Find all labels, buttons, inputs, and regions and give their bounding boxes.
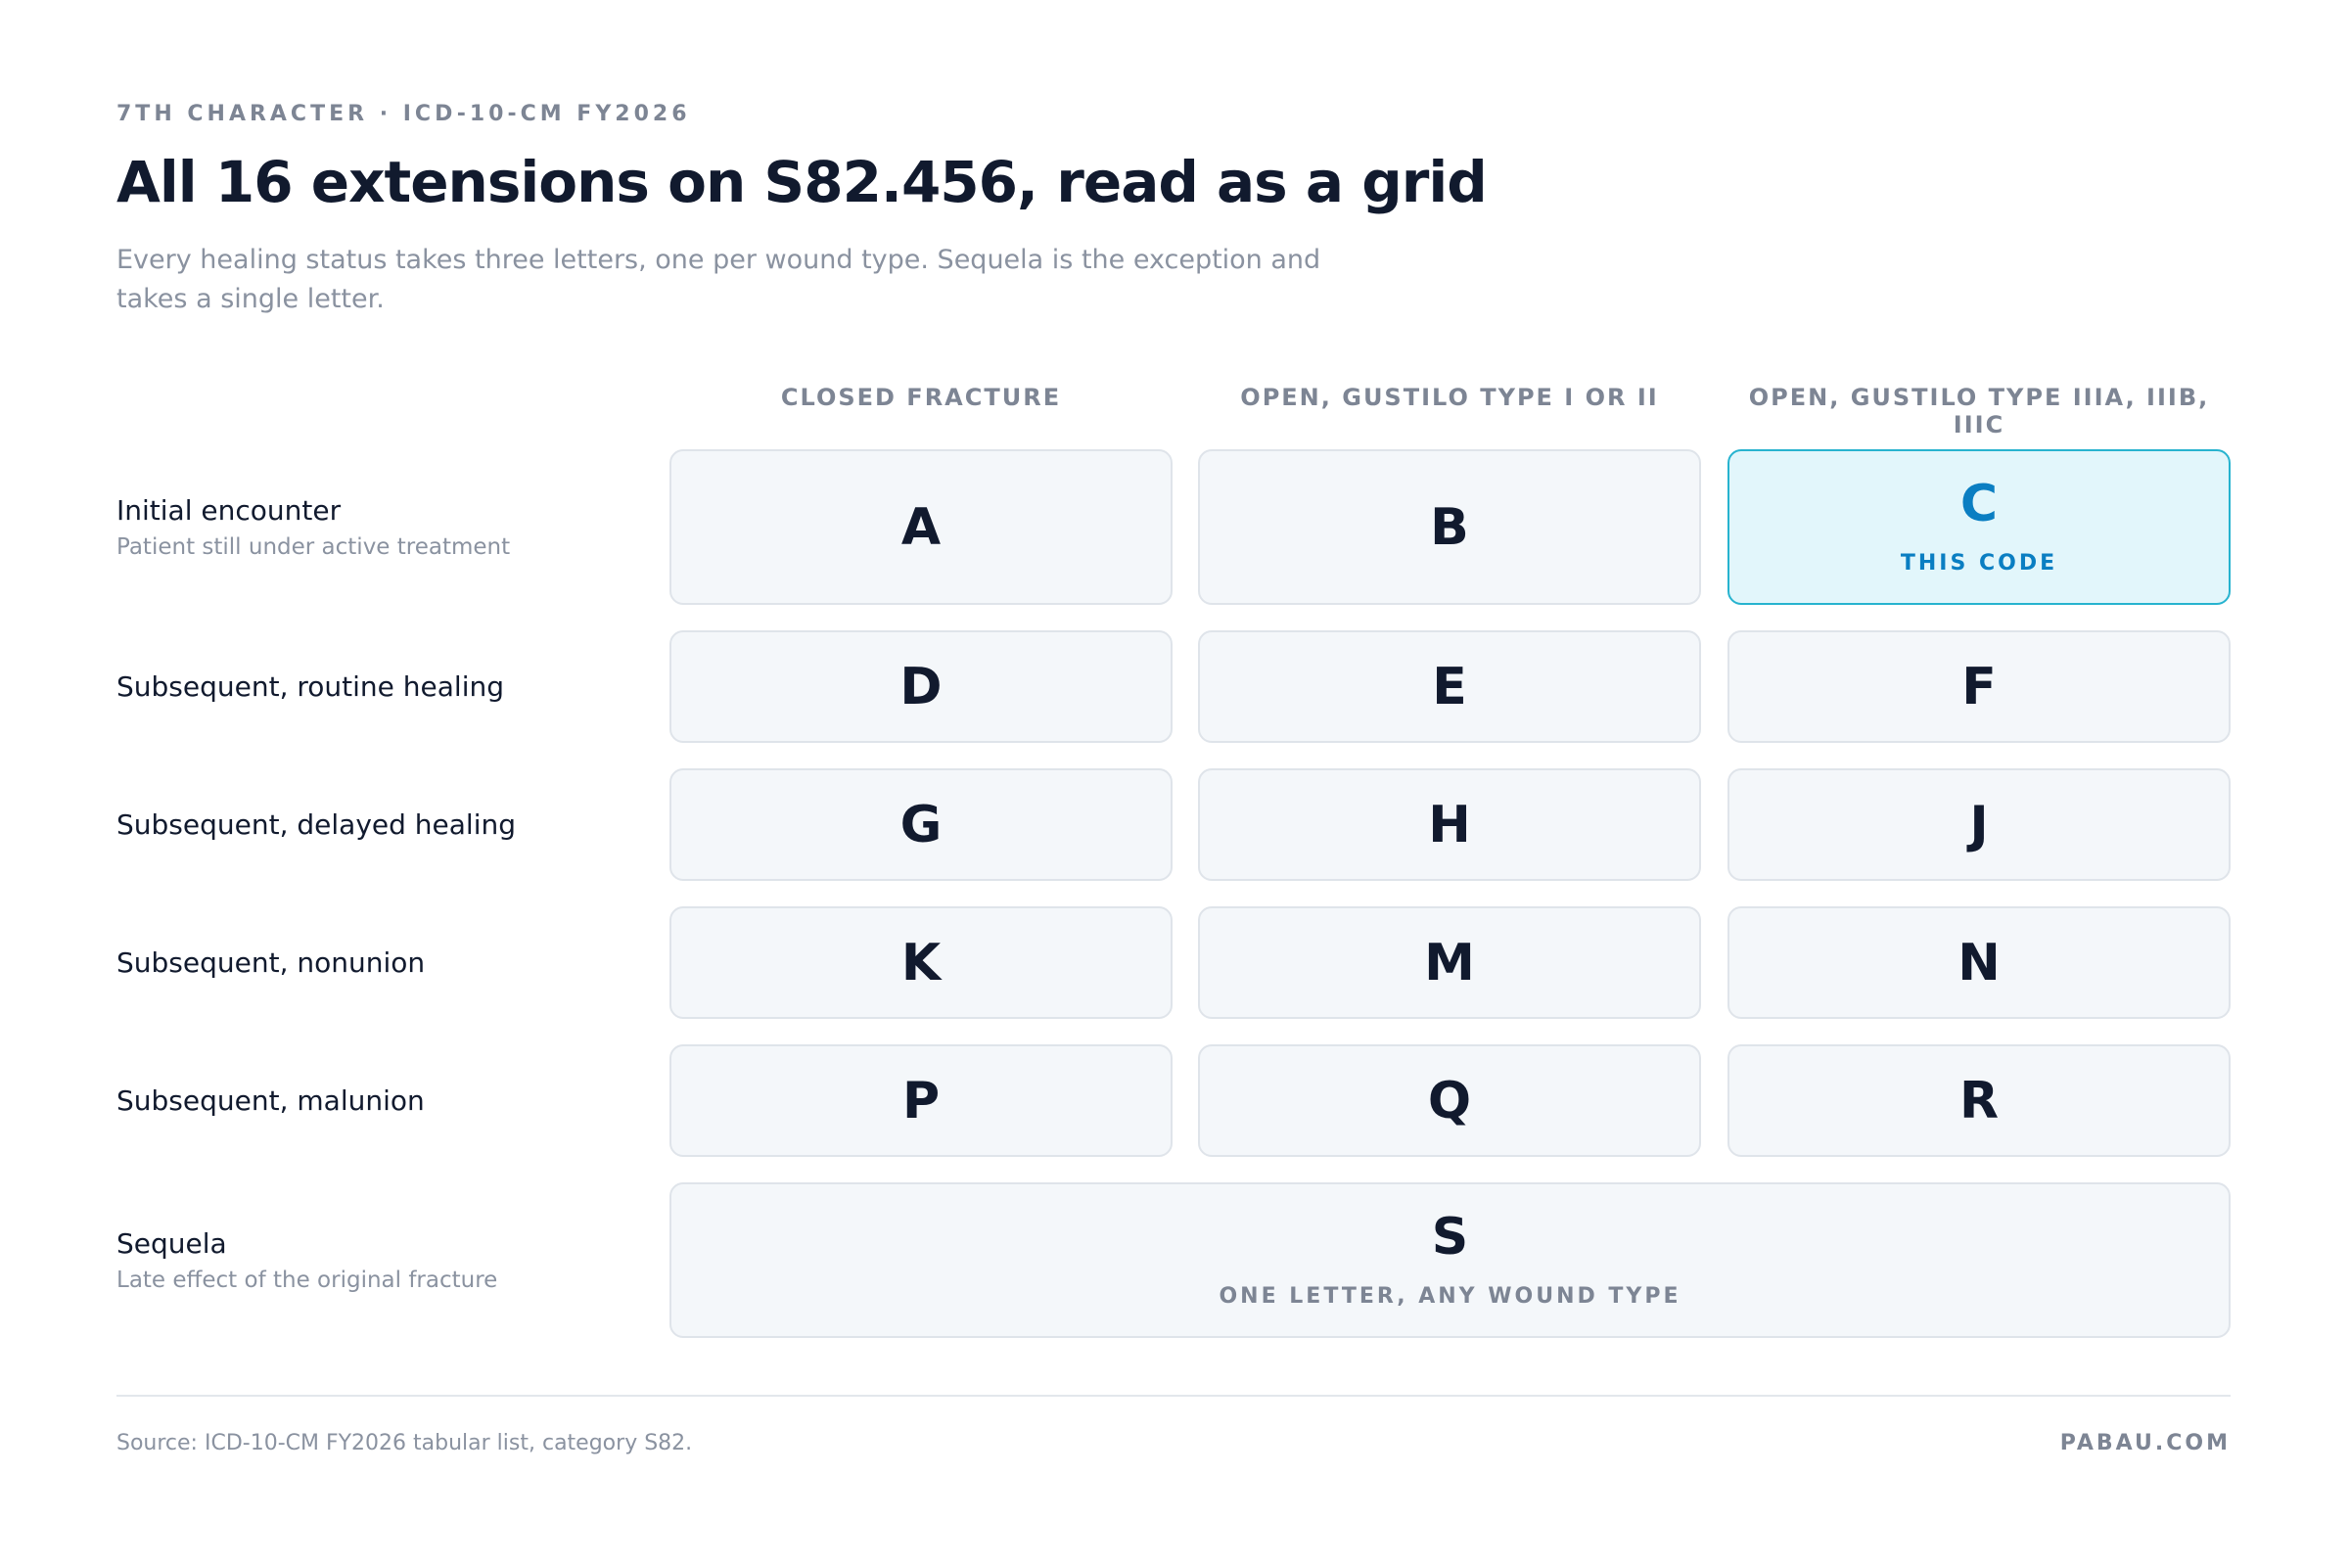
code-cell: E [1198,630,1701,743]
code-letter: M [1424,933,1475,992]
code-cell: R [1727,1044,2231,1157]
subtitle: Every healing status takes three letters… [116,245,1321,314]
code-tag: ONE LETTER, ANY WOUND TYPE [1219,1284,1681,1309]
code-letter: C [1959,475,1999,533]
code-letter: Q [1427,1071,1472,1130]
code-letter: D [899,657,943,716]
row-label-group: Subsequent, malunion [116,1044,425,1157]
row-label-group: Subsequent, routine healing [116,630,504,743]
row-label: Subsequent, delayed healing [116,808,516,841]
row-label-group: Initial encounter Patient still under act… [116,449,510,605]
code-cell: J [1727,768,2231,881]
code-cell: Q [1198,1044,1701,1157]
row-note: Late effect of the original fracture [116,1268,498,1293]
source: Source: ICD-10-CM FY2026 tabular list, c… [116,1431,693,1455]
row-label: Initial encounter [116,494,342,527]
code-letter: E [1432,657,1467,716]
code-letter: B [1430,497,1469,557]
code-letter: J [1969,795,1989,854]
code-letter: N [1958,933,2001,992]
code-cell: A [669,449,1173,605]
row-label-group: Subsequent, nonunion [116,906,425,1019]
code-cell: N [1727,906,2231,1019]
row-label-group: Subsequent, delayed healing [116,768,516,881]
row-label: Sequela [116,1227,227,1260]
code-letter: S [1431,1208,1469,1267]
code-cell: S ONE LETTER, ANY WOUND TYPE [669,1182,2231,1338]
eyebrow: 7TH CHARACTER · ICD-10-CM FY2026 [116,102,691,126]
code-cell: G [669,768,1173,881]
code-cell: H [1198,768,1701,881]
code-letter: A [900,497,942,557]
code-letter: R [1958,1071,2000,1130]
code-letter: F [1961,657,1997,716]
row-label: Subsequent, nonunion [116,946,426,979]
code-cell: D [669,630,1173,743]
code-cell: K [669,906,1173,1019]
row-label: Subsequent, malunion [116,1084,425,1117]
row-label-group: Sequela Late effect of the original fract… [116,1182,497,1338]
brand: PABAU.COM [2059,1431,2231,1455]
code-letter: G [899,795,943,854]
code-cell: P [669,1044,1173,1157]
code-letter: P [901,1071,941,1130]
code-letter: H [1428,795,1471,854]
code-cell: F [1727,630,2231,743]
row-label: Subsequent, routine healing [116,670,504,703]
column-header: CLOSED FRACTURE [780,384,1062,411]
column-header: OPEN, GUSTILO TYPE IIIA, IIIB, IIIC [1748,384,2210,438]
row-note: Patient still under active treatment [116,534,511,560]
code-tag: THIS CODE [1900,551,2058,576]
code-cell: C THIS CODE [1727,449,2231,605]
divider [116,1395,2231,1397]
code-letter: K [900,933,942,992]
title: All 16 extensions on S82.456, read as a … [116,149,1488,215]
code-cell: M [1198,906,1701,1019]
code-cell: B [1198,449,1701,605]
column-header: OPEN, GUSTILO TYPE I OR II [1240,384,1659,411]
